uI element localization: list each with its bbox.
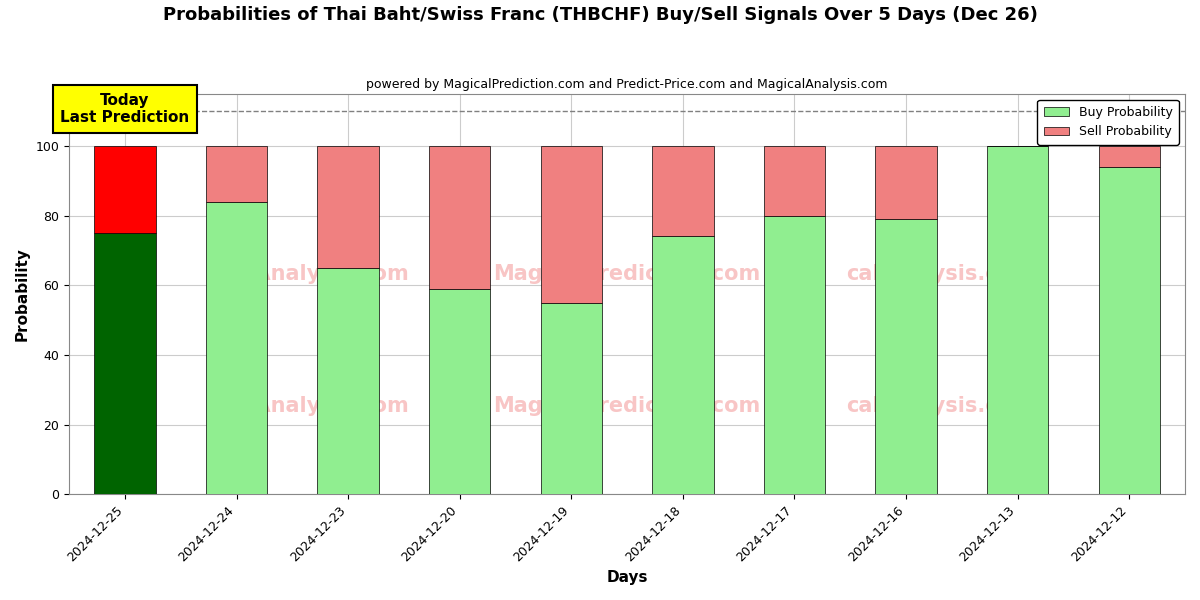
Bar — [986, 146, 1049, 494]
Text: calAnalysis.com: calAnalysis.com — [846, 264, 1033, 284]
Title: powered by MagicalPrediction.com and Predict-Price.com and MagicalAnalysis.com: powered by MagicalPrediction.com and Pre… — [366, 78, 888, 91]
Bar — [875, 146, 937, 219]
Bar — [318, 268, 379, 494]
Bar — [430, 146, 491, 289]
Bar — [206, 202, 268, 494]
Y-axis label: Probability: Probability — [16, 247, 30, 341]
Text: MagicalPrediction.com: MagicalPrediction.com — [493, 396, 761, 416]
Bar — [875, 219, 937, 494]
Bar — [1098, 146, 1160, 167]
Bar — [763, 146, 826, 215]
Legend: Buy Probability, Sell Probability: Buy Probability, Sell Probability — [1037, 100, 1178, 145]
Bar — [652, 146, 714, 236]
X-axis label: Days: Days — [606, 570, 648, 585]
Bar — [1098, 167, 1160, 494]
Text: Probabilities of Thai Baht/Swiss Franc (THBCHF) Buy/Sell Signals Over 5 Days (De: Probabilities of Thai Baht/Swiss Franc (… — [162, 6, 1038, 24]
Bar — [318, 146, 379, 268]
Text: MagicalPrediction.com: MagicalPrediction.com — [493, 264, 761, 284]
Bar — [540, 303, 602, 494]
Text: calAnalysis.com: calAnalysis.com — [846, 396, 1033, 416]
Bar — [95, 233, 156, 494]
Bar — [206, 146, 268, 202]
Bar — [652, 236, 714, 494]
Bar — [95, 146, 156, 233]
Text: calAnalysis.com: calAnalysis.com — [221, 264, 408, 284]
Bar — [763, 215, 826, 494]
Text: calAnalysis.com: calAnalysis.com — [221, 396, 408, 416]
Bar — [540, 146, 602, 303]
Bar — [430, 289, 491, 494]
Text: Today
Last Prediction: Today Last Prediction — [60, 92, 190, 125]
